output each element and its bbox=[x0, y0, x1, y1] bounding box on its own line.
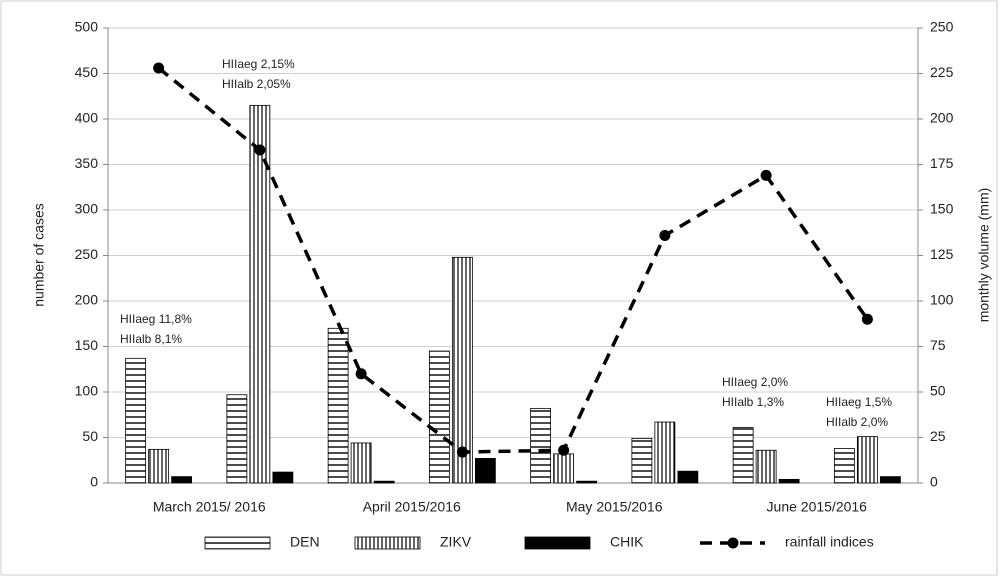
annotation: HIIaeg 2,15% bbox=[222, 57, 295, 71]
rainfall-line bbox=[157, 66, 869, 454]
bar bbox=[879, 476, 901, 484]
bar bbox=[350, 442, 372, 484]
y2-tick-label: 225 bbox=[930, 64, 954, 80]
rainfall-point bbox=[760, 169, 772, 181]
x-tick-label: March 2015/ 2016 bbox=[153, 499, 266, 515]
y2-tick-label: 175 bbox=[930, 155, 954, 171]
legend-label: rainfall indices bbox=[785, 534, 874, 550]
y2-tick-label: 75 bbox=[930, 337, 946, 353]
legend-swatch bbox=[524, 536, 591, 550]
rainfall-point bbox=[558, 444, 570, 456]
x-tick-label: May 2015/2016 bbox=[566, 499, 663, 515]
bar bbox=[373, 480, 395, 484]
rainfall-point bbox=[153, 62, 165, 74]
bar bbox=[732, 427, 754, 484]
y2-tick-label: 25 bbox=[930, 428, 946, 444]
rainfall-point bbox=[659, 229, 671, 241]
bar bbox=[428, 350, 450, 484]
legend-label: CHIK bbox=[610, 534, 644, 550]
bar bbox=[249, 104, 271, 484]
y2-tick-label: 150 bbox=[930, 201, 954, 217]
bar bbox=[171, 476, 193, 484]
rainfall-point bbox=[254, 144, 266, 156]
y2-axis-title: monthly volume (mm) bbox=[976, 188, 992, 323]
bar bbox=[125, 357, 147, 484]
rainfall-point bbox=[355, 368, 367, 380]
x-tick-label: April 2015/2016 bbox=[363, 499, 461, 515]
y2-tick-label: 125 bbox=[930, 246, 954, 262]
x-tick-label: June 2015/2016 bbox=[767, 499, 868, 515]
y-tick-label: 200 bbox=[75, 292, 99, 308]
y-tick-label: 450 bbox=[75, 64, 99, 80]
bar bbox=[272, 471, 294, 484]
y-tick-label: 150 bbox=[75, 337, 99, 353]
bar bbox=[327, 327, 349, 484]
rainfall-point bbox=[861, 313, 873, 325]
y2-tick-label: 50 bbox=[930, 383, 946, 399]
y2-tick-label: 200 bbox=[930, 110, 954, 126]
bar bbox=[833, 448, 855, 484]
y2-tick-label: 250 bbox=[930, 19, 954, 35]
bar bbox=[530, 407, 552, 484]
y2-tick-label: 100 bbox=[930, 292, 954, 308]
rainfall-point bbox=[456, 446, 468, 458]
y-tick-label: 50 bbox=[82, 428, 98, 444]
bar bbox=[778, 478, 800, 484]
annotation: HIIalb 2,05% bbox=[222, 77, 291, 91]
y-axis-title: number of cases bbox=[31, 203, 47, 307]
annotation: HIIalb 8,1% bbox=[120, 332, 182, 346]
bar bbox=[576, 480, 598, 484]
y-tick-label: 300 bbox=[75, 201, 99, 217]
bar bbox=[553, 453, 575, 484]
annotation: HIIaeg 1,5% bbox=[826, 395, 892, 409]
y2-tick-label: 0 bbox=[930, 474, 938, 490]
bar bbox=[631, 438, 653, 484]
bar bbox=[677, 470, 699, 484]
bar bbox=[755, 449, 777, 484]
legend-swatch bbox=[727, 537, 739, 549]
y-tick-label: 500 bbox=[75, 19, 99, 35]
bar bbox=[226, 394, 248, 484]
annotation: HIIalb 2,0% bbox=[826, 415, 888, 429]
y-tick-label: 350 bbox=[75, 155, 99, 171]
y-tick-label: 0 bbox=[90, 474, 98, 490]
bar bbox=[451, 256, 473, 484]
legend-label: ZIKV bbox=[440, 534, 472, 550]
legend-swatch bbox=[354, 536, 421, 550]
legend-label: DEN bbox=[290, 534, 320, 550]
bar bbox=[654, 421, 676, 484]
annotation: HIIaeg 2,0% bbox=[722, 375, 788, 389]
annotation: HIIalb 1,3% bbox=[722, 395, 784, 409]
y-tick-label: 250 bbox=[75, 246, 99, 262]
legend-swatch bbox=[204, 536, 271, 550]
bar bbox=[474, 458, 496, 484]
y-tick-label: 100 bbox=[75, 383, 99, 399]
y-tick-label: 400 bbox=[75, 110, 99, 126]
bar bbox=[856, 436, 878, 484]
bar bbox=[148, 448, 170, 484]
annotation: HIIaeg 11,8% bbox=[120, 312, 192, 326]
